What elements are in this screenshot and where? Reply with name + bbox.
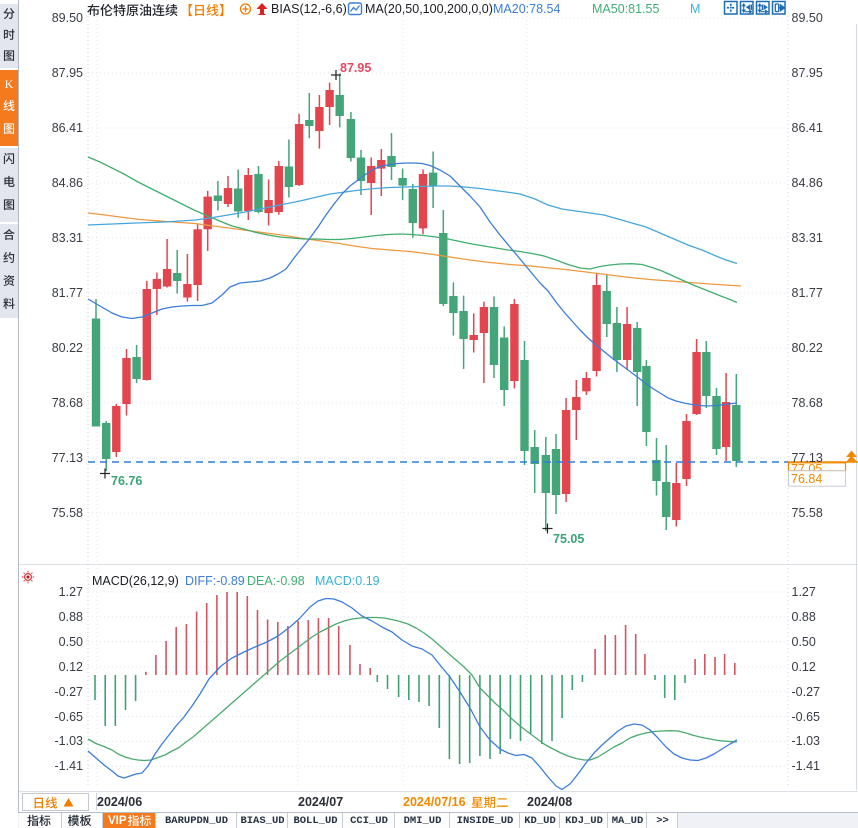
svg-text:K: K (5, 77, 14, 91)
svg-text:76.84: 76.84 (791, 472, 822, 486)
